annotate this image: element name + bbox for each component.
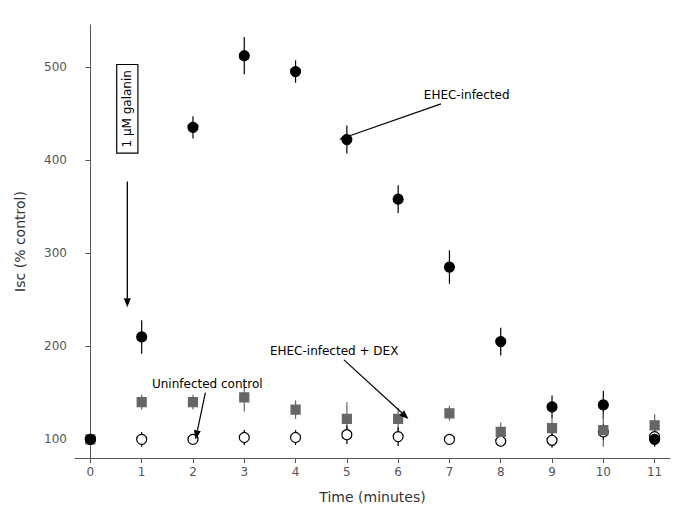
- svg-text:8: 8: [497, 465, 505, 479]
- svg-text:Isc (% control): Isc (% control): [12, 191, 28, 292]
- svg-text:7: 7: [446, 465, 454, 479]
- svg-text:500: 500: [44, 60, 67, 74]
- svg-text:10: 10: [596, 465, 611, 479]
- svg-text:300: 300: [44, 246, 67, 260]
- svg-text:2: 2: [189, 465, 197, 479]
- svg-text:Uninfected control: Uninfected control: [152, 377, 263, 391]
- svg-text:100: 100: [44, 432, 67, 446]
- svg-text:4: 4: [292, 465, 300, 479]
- svg-text:6: 6: [394, 465, 402, 479]
- svg-text:1 μM galanin: 1 μM galanin: [120, 70, 134, 147]
- svg-text:0: 0: [87, 465, 95, 479]
- svg-text:5: 5: [343, 465, 351, 479]
- svg-text:200: 200: [44, 339, 67, 353]
- svg-text:9: 9: [548, 465, 556, 479]
- svg-text:400: 400: [44, 153, 67, 167]
- svg-text:Time (minutes): Time (minutes): [318, 489, 425, 505]
- svg-text:EHEC-infected + DEX: EHEC-infected + DEX: [270, 344, 398, 358]
- svg-text:1: 1: [138, 465, 146, 479]
- svg-text:3: 3: [240, 465, 248, 479]
- svg-text:EHEC-infected: EHEC-infected: [424, 88, 510, 102]
- svg-text:11: 11: [647, 465, 662, 479]
